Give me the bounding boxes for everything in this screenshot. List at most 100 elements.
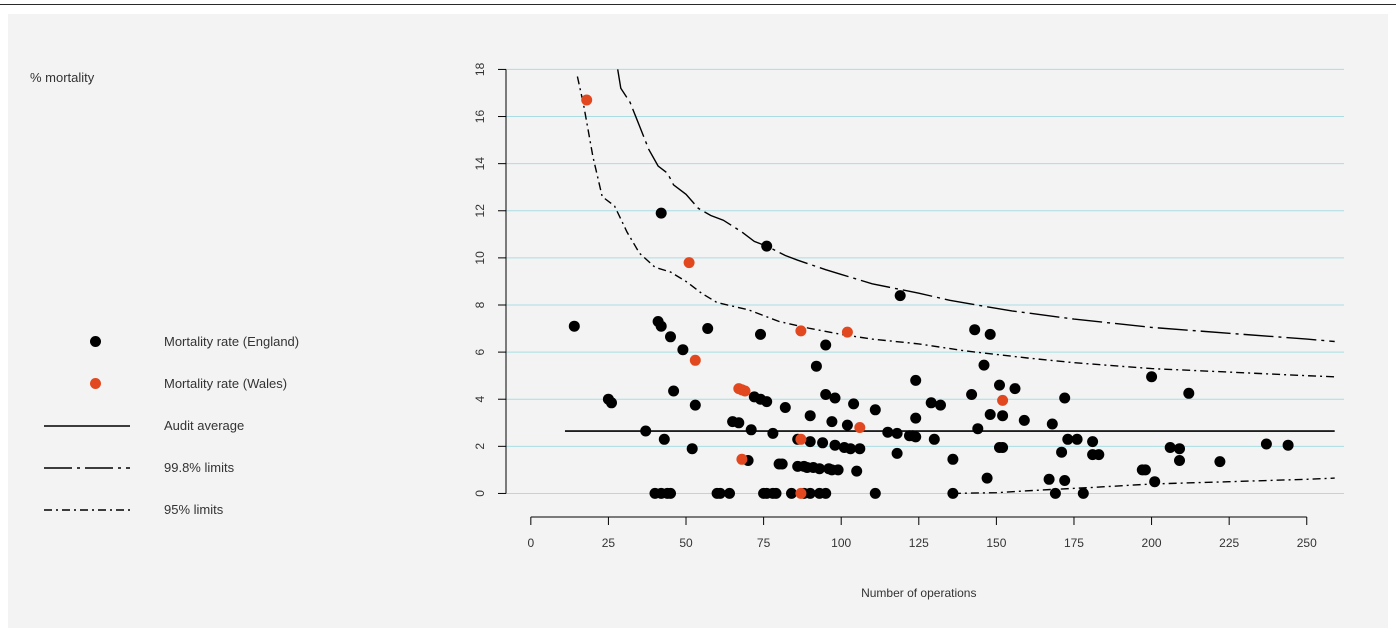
england-point (997, 410, 1009, 422)
x-tick-label: 150 (986, 536, 1006, 550)
england-point (910, 431, 922, 443)
england-point (1087, 436, 1099, 448)
england-point (810, 360, 822, 372)
england-point (1049, 487, 1061, 499)
legend-item-95-limits: 95% limits (40, 498, 400, 522)
england-point (724, 487, 735, 499)
england-point (829, 392, 841, 404)
england-point (826, 416, 838, 428)
england-point (761, 240, 773, 252)
england-point (655, 207, 667, 219)
wales-point (683, 257, 695, 269)
england-point (882, 426, 894, 438)
england-point (655, 320, 667, 332)
top-rule (0, 4, 1396, 5)
england-point (817, 437, 829, 449)
england-point (829, 439, 841, 451)
x-tick-label: 200 (1142, 536, 1162, 550)
england-point (1059, 475, 1071, 486)
england-point (966, 389, 978, 400)
england-point (894, 290, 906, 302)
england-point (891, 447, 903, 459)
england-point (820, 487, 832, 499)
wales-point (736, 453, 748, 465)
england-point (1046, 418, 1058, 430)
legend-label-england: Mortality rate (England) (164, 334, 300, 349)
england-point (804, 436, 816, 448)
legend-item-audit-average: Audit average (40, 414, 400, 438)
england-point (1139, 464, 1151, 476)
england-point (972, 423, 984, 435)
y-tick-label: 12 (473, 204, 487, 218)
england-point (776, 458, 788, 470)
england-point (1009, 383, 1021, 395)
wales-point (795, 487, 807, 499)
england-point (733, 417, 745, 429)
england-point (689, 399, 701, 411)
england-point (665, 487, 676, 499)
england-point (1062, 433, 1074, 445)
england-point (677, 344, 689, 356)
england-point (1149, 476, 1161, 488)
y-tick-label: 8 (473, 301, 487, 308)
legend: Mortality rate (England) Mortality rate … (40, 330, 400, 530)
england-point (935, 399, 946, 411)
england-point (910, 412, 922, 424)
england-point (891, 427, 903, 439)
england-dot-icon (90, 336, 101, 347)
england-point (997, 442, 1009, 453)
england-point (1164, 442, 1176, 453)
england-point (981, 472, 993, 484)
england-point (804, 410, 816, 422)
england-point (568, 320, 580, 332)
england-point (984, 409, 996, 420)
england-point (978, 359, 990, 371)
y-tick-label: 16 (473, 110, 487, 124)
england-point (910, 374, 922, 386)
x-tick-label: 25 (602, 536, 616, 550)
legend-label-wales: Mortality rate (Wales) (164, 376, 288, 391)
england-point (994, 379, 1005, 391)
england-point (1093, 449, 1105, 461)
wales-dot-icon (90, 378, 101, 389)
solid-line-icon (44, 425, 130, 427)
england-point (814, 463, 825, 475)
england-point (640, 425, 652, 437)
england-point (984, 328, 996, 340)
england-point (1183, 387, 1195, 399)
england-point (767, 427, 779, 439)
england-point (702, 323, 714, 334)
england-point (848, 398, 860, 410)
x-axis-title: Number of operations (861, 586, 976, 600)
wales-point (795, 325, 807, 337)
legend-marker-wales (40, 372, 132, 396)
y-tick-label: 4 (473, 396, 487, 403)
england-point (665, 331, 676, 343)
england-point (851, 465, 863, 477)
wales-point (997, 394, 1009, 406)
england-point (1260, 438, 1272, 450)
x-tick-label: 75 (757, 536, 771, 550)
england-point (845, 443, 856, 455)
x-tick-label: 175 (1064, 536, 1084, 550)
y-tick-label: 18 (473, 62, 487, 76)
england-point (668, 385, 680, 397)
y-tick-label: 10 (473, 251, 487, 265)
legend-label-audit-average: Audit average (164, 418, 245, 433)
england-point (1146, 371, 1158, 383)
england-point (969, 324, 981, 336)
long-dash-dot-line-icon (44, 467, 130, 469)
wales-point (581, 94, 593, 106)
england-point (745, 424, 757, 436)
legend-marker-england (40, 330, 132, 354)
wales-point (795, 433, 807, 445)
england-point (714, 487, 726, 499)
limit-998-upper-line (617, 69, 1335, 343)
england-point (1043, 473, 1055, 485)
england-point (606, 397, 617, 409)
england-point (947, 487, 959, 499)
x-tick-label: 225 (1219, 536, 1239, 550)
y-tick-label: 0 (473, 490, 487, 497)
x-tick-label: 100 (831, 536, 851, 550)
